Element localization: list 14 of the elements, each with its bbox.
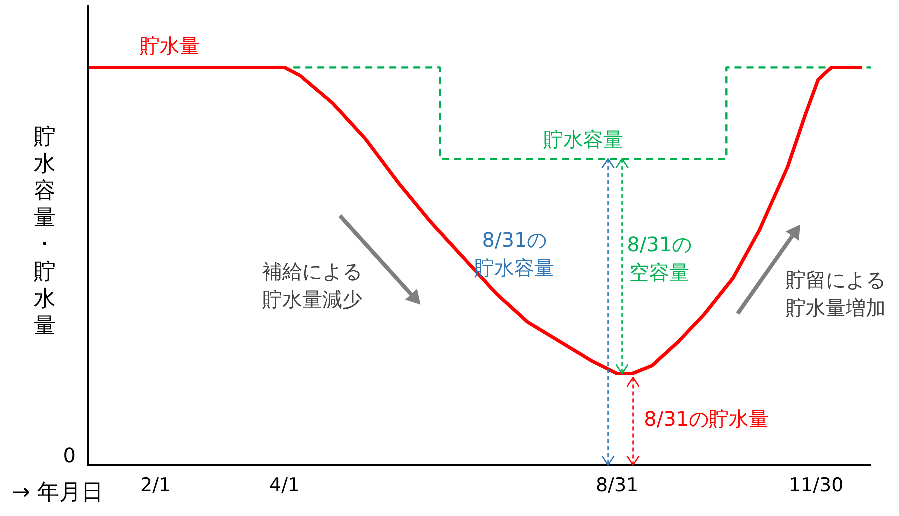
annotation: 補給による貯水量減少 bbox=[262, 259, 363, 312]
annotation: 8/31の空容量 bbox=[627, 232, 692, 285]
x-axis-title: → 年月日 bbox=[12, 480, 104, 506]
y-axis-title: 貯水容量･貯水量 bbox=[34, 124, 56, 339]
series-label: 貯水容量 bbox=[543, 127, 624, 152]
annotation: 8/31の貯水容量 bbox=[474, 228, 555, 280]
series-label: 貯水量 bbox=[140, 34, 200, 58]
x-tick-label: 8/31 bbox=[596, 474, 639, 497]
x-tick-label: 4/1 bbox=[270, 474, 300, 497]
x-tick-label: 11/30 bbox=[788, 474, 844, 497]
text: 0 bbox=[63, 443, 76, 468]
annotation: 貯留による貯水量増加 bbox=[786, 268, 886, 320]
annotation: 8/31の貯水量 bbox=[644, 406, 770, 431]
x-tick-label: 2/1 bbox=[140, 474, 172, 497]
